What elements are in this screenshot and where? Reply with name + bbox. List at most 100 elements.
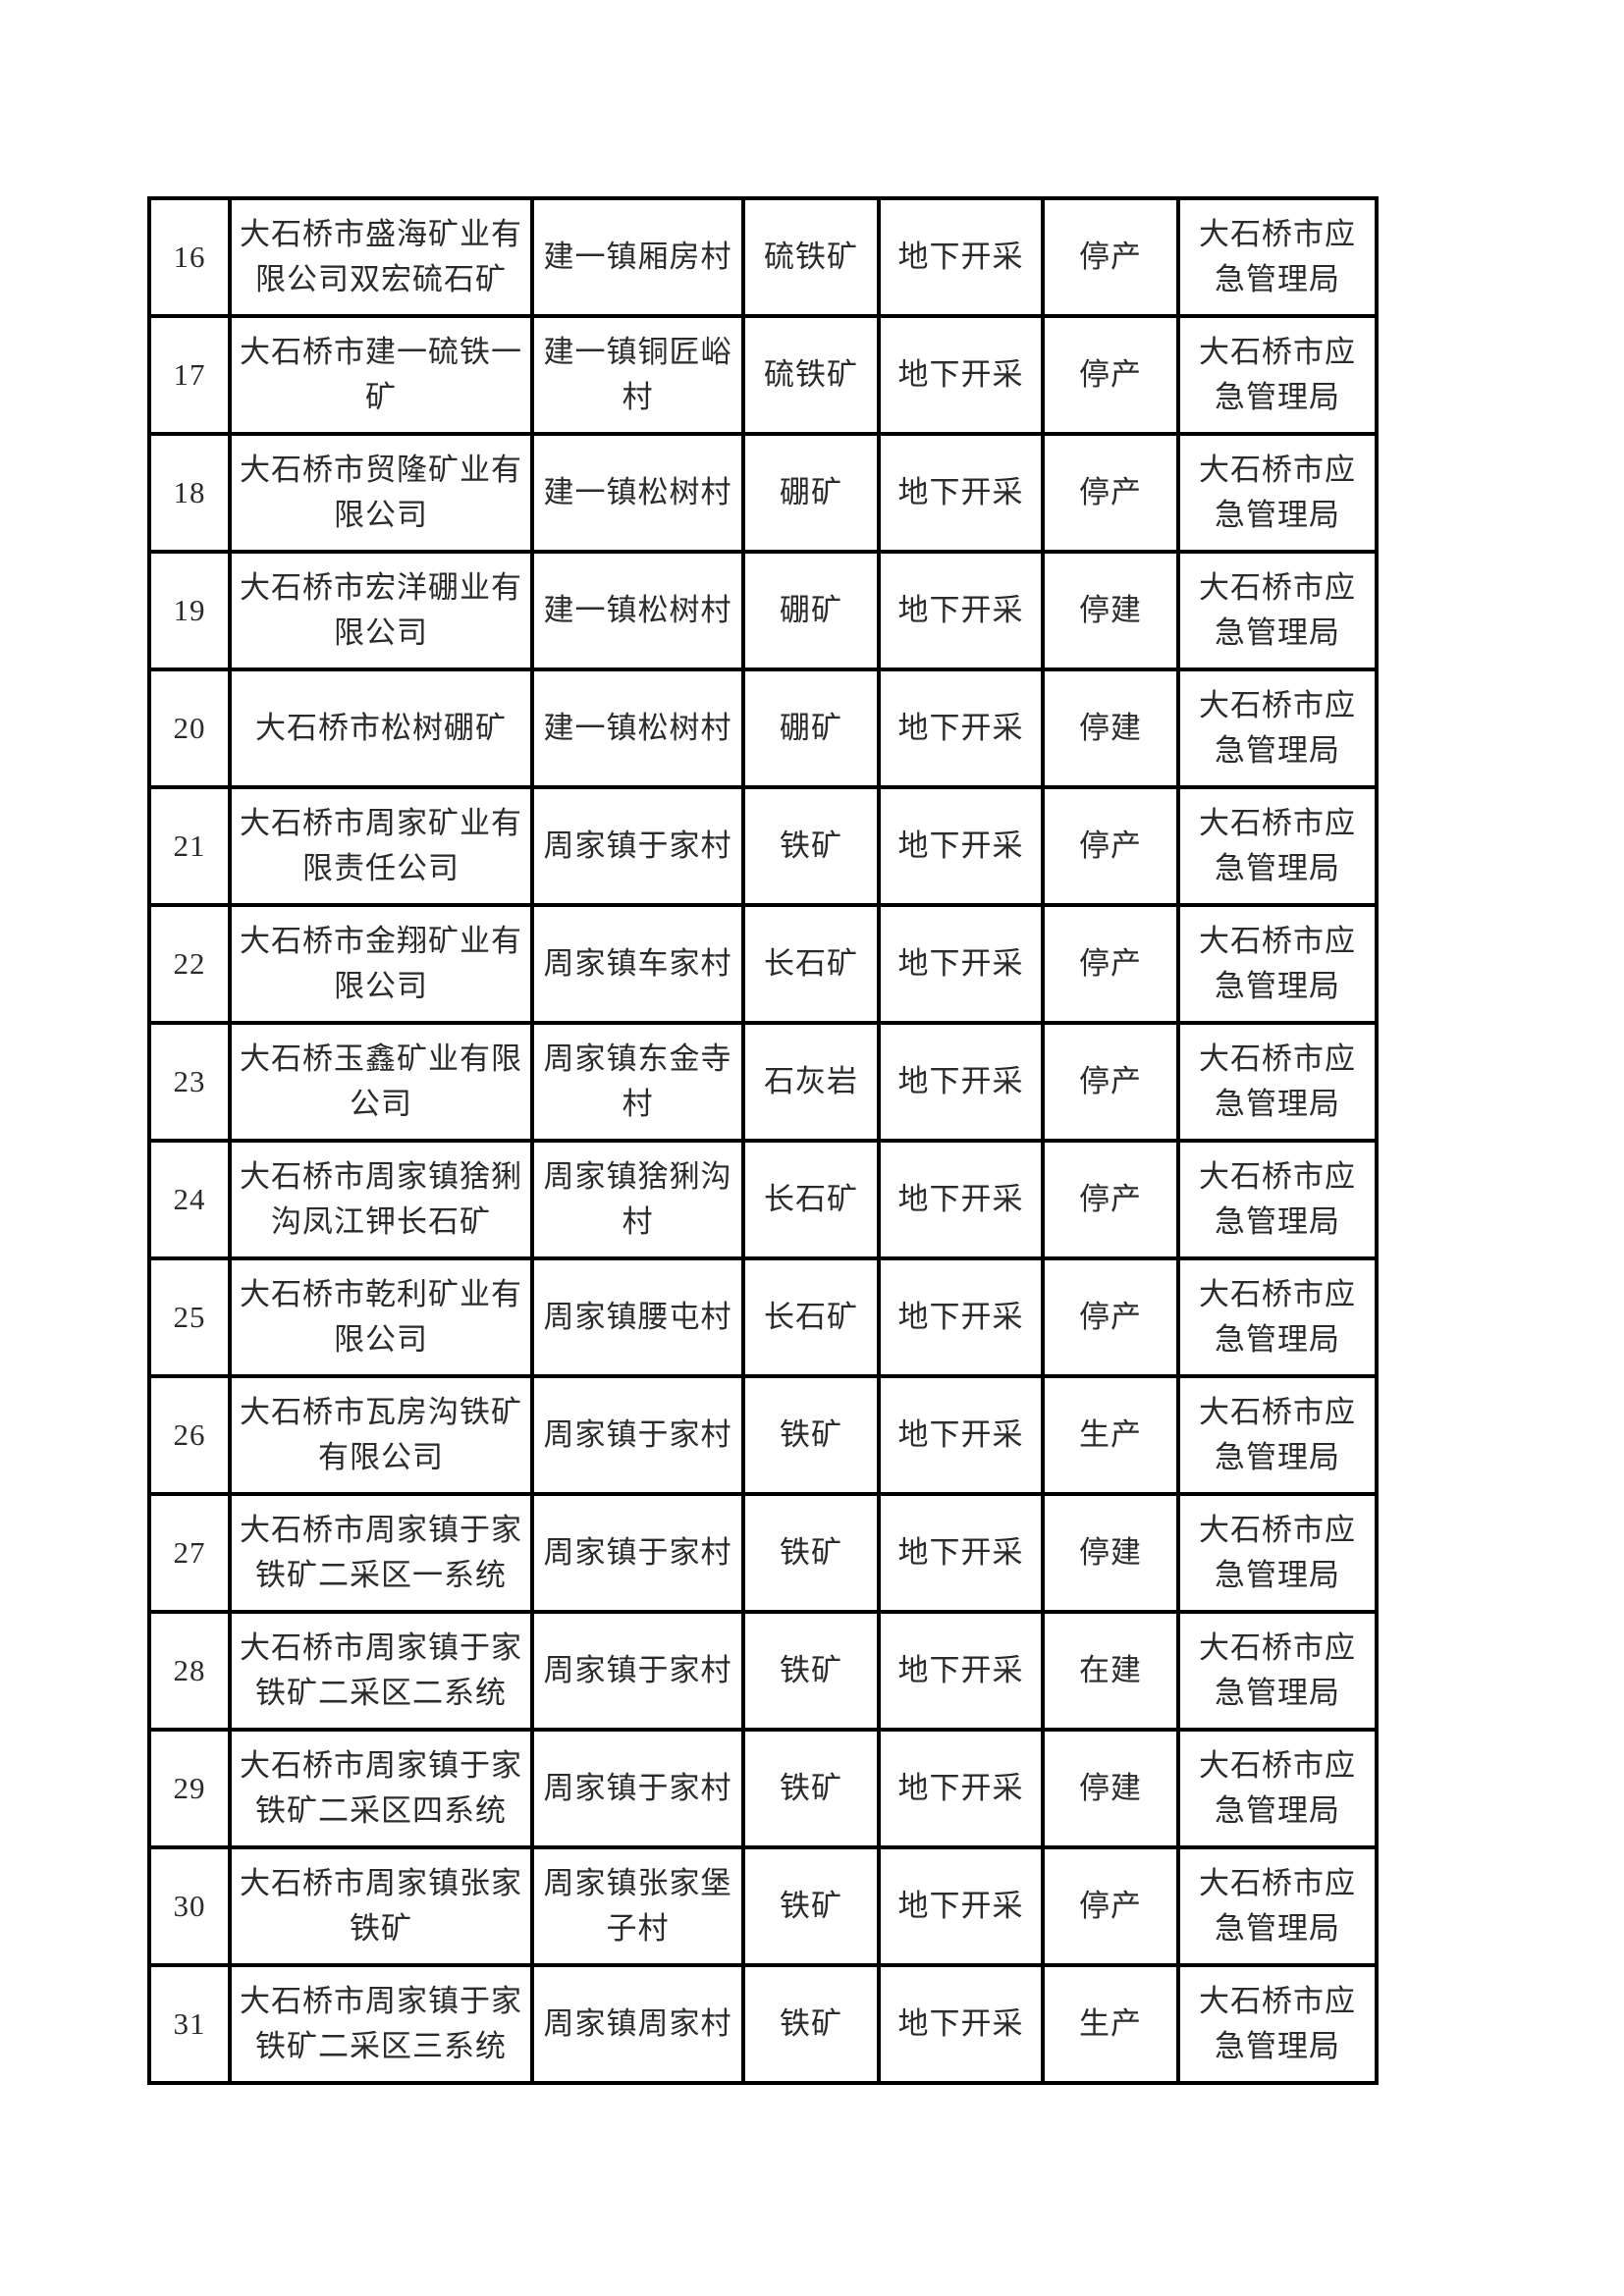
table-row: 30 大石桥市周家镇张家 铁矿 周家镇张家堡 子村 铁矿 地下开采 停产 大石桥市应 急管理… [147, 1845, 1379, 1967]
status-cell: 停产 [1041, 903, 1180, 1025]
method-cell: 地下开采 [877, 196, 1045, 318]
mineral-cell: 长石矿 [741, 1139, 881, 1260]
mineral-cell: 硼矿 [741, 667, 881, 789]
index-cell: 25 [147, 1256, 232, 1378]
mineral-cell: 长石矿 [741, 1256, 881, 1378]
company-cell: 大石桥市盛海矿业有 限公司双宏硫石矿 [228, 196, 534, 318]
method-cell: 地下开采 [877, 1845, 1045, 1967]
status-cell: 停产 [1041, 1139, 1180, 1260]
table-row: 27 大石桥市周家镇于家 铁矿二采区一系统 周家镇于家村 铁矿 地下开采 停建 大石桥市应 … [147, 1492, 1379, 1614]
company-cell: 大石桥市周家镇于家 铁矿二采区一系统 [228, 1492, 534, 1614]
agency-cell: 大石桥市应 急管理局 [1176, 1256, 1379, 1378]
method-cell: 地下开采 [877, 1610, 1045, 1732]
table-row: 17 大石桥市建一硫铁一 矿建一镇铜匠峪 村硫铁矿 地下开采 停产 大石桥市应 急管理局 [147, 314, 1379, 436]
company-cell: 大石桥市周家镇张家 铁矿 [228, 1845, 534, 1967]
table-row: 26 大石桥市瓦房沟铁矿 有限公司 周家镇于家村 铁矿 地下开采 生产 大石桥市应 急管理局 [147, 1374, 1379, 1496]
status-cell: 停产 [1041, 432, 1180, 554]
index-cell: 18 [147, 432, 232, 554]
mineral-cell: 铁矿 [741, 1610, 881, 1732]
village-cell: 周家镇周家村 [530, 1963, 745, 2085]
mineral-cell: 硼矿 [741, 432, 881, 554]
status-cell: 停产 [1041, 1845, 1180, 1967]
index-cell: 24 [147, 1139, 232, 1260]
index-cell: 26 [147, 1374, 232, 1496]
company-cell: 大石桥市乾利矿业有 限公司 [228, 1256, 534, 1378]
index-cell: 28 [147, 1610, 232, 1732]
mineral-cell: 铁矿 [741, 1728, 881, 1849]
company-cell: 大石桥市金翔矿业有 限公司 [228, 903, 534, 1025]
status-cell: 停建 [1041, 550, 1180, 671]
method-cell: 地下开采 [877, 1374, 1045, 1496]
table-row: 24 大石桥市周家镇猞猁 沟凤江钾长石矿 周家镇猞猁沟 村长石矿 地下开采 停产 大石桥市… [147, 1139, 1379, 1260]
status-cell: 停产 [1041, 785, 1180, 907]
village-cell: 周家镇于家村 [530, 1374, 745, 1496]
agency-cell: 大石桥市应 急管理局 [1176, 196, 1379, 318]
index-cell: 23 [147, 1021, 232, 1143]
method-cell: 地下开采 [877, 314, 1045, 436]
village-cell: 周家镇张家堡 子村 [530, 1845, 745, 1967]
table-row: 22 大石桥市金翔矿业有 限公司 周家镇车家村 长石矿 地下开采 停产 大石桥市应 急管理局 [147, 903, 1379, 1025]
status-cell: 停产 [1041, 314, 1180, 436]
status-cell: 生产 [1041, 1963, 1180, 2085]
agency-cell: 大石桥市应 急管理局 [1176, 1845, 1379, 1967]
table-row: 31 大石桥市周家镇于家 铁矿二采区三系统 周家镇周家村 铁矿 地下开采 生产 大石桥市应 … [147, 1963, 1379, 2085]
mine-list-table: 16 大石桥市盛海矿业有 限公司双宏硫石矿 建一镇厢房村 硫铁矿 地下开采 停产 大石桥市应… [147, 196, 1379, 2085]
method-cell: 地下开采 [877, 432, 1045, 554]
index-cell: 30 [147, 1845, 232, 1967]
company-cell: 大石桥市周家矿业有 限责任公司 [228, 785, 534, 907]
village-cell: 周家镇猞猁沟 村 [530, 1139, 745, 1260]
village-cell: 周家镇东金寺 村 [530, 1021, 745, 1143]
mineral-cell: 硫铁矿 [741, 314, 881, 436]
village-cell: 建一镇松树村 [530, 550, 745, 671]
agency-cell: 大石桥市应 急管理局 [1176, 550, 1379, 671]
table-row: 21 大石桥市周家矿业有 限责任公司 周家镇于家村 铁矿 地下开采 停产 大石桥市应 急管理… [147, 785, 1379, 907]
agency-cell: 大石桥市应 急管理局 [1176, 1610, 1379, 1732]
method-cell: 地下开采 [877, 903, 1045, 1025]
mineral-cell: 长石矿 [741, 903, 881, 1025]
company-cell: 大石桥市周家镇于家 铁矿二采区二系统 [228, 1610, 534, 1732]
index-cell: 31 [147, 1963, 232, 2085]
village-cell: 周家镇于家村 [530, 785, 745, 907]
village-cell: 周家镇于家村 [530, 1728, 745, 1849]
mineral-cell: 硼矿 [741, 550, 881, 671]
agency-cell: 大石桥市应 急管理局 [1176, 903, 1379, 1025]
table-row: 25 大石桥市乾利矿业有 限公司 周家镇腰屯村 长石矿 地下开采 停产 大石桥市应 急管理局 [147, 1256, 1379, 1378]
village-cell: 周家镇于家村 [530, 1492, 745, 1614]
index-cell: 16 [147, 196, 232, 318]
mineral-cell: 石灰岩 [741, 1021, 881, 1143]
agency-cell: 大石桥市应 急管理局 [1176, 785, 1379, 907]
agency-cell: 大石桥市应 急管理局 [1176, 667, 1379, 789]
company-cell: 大石桥市贸隆矿业有 限公司 [228, 432, 534, 554]
method-cell: 地下开采 [877, 785, 1045, 907]
method-cell: 地下开采 [877, 1139, 1045, 1260]
mineral-cell: 铁矿 [741, 1374, 881, 1496]
index-cell: 29 [147, 1728, 232, 1849]
agency-cell: 大石桥市应 急管理局 [1176, 1021, 1379, 1143]
status-cell: 停产 [1041, 196, 1180, 318]
village-cell: 周家镇车家村 [530, 903, 745, 1025]
company-cell: 大石桥市周家镇于家 铁矿二采区四系统 [228, 1728, 534, 1849]
index-cell: 20 [147, 667, 232, 789]
index-cell: 17 [147, 314, 232, 436]
agency-cell: 大石桥市应 急管理局 [1176, 1374, 1379, 1496]
status-cell: 在建 [1041, 1610, 1180, 1732]
status-cell: 停产 [1041, 1256, 1180, 1378]
table-row: 19 大石桥市宏洋硼业有 限公司 建一镇松树村 硼矿 地下开采 停建 大石桥市应 急管理局 [147, 550, 1379, 671]
index-cell: 21 [147, 785, 232, 907]
table-row: 28 大石桥市周家镇于家 铁矿二采区二系统 周家镇于家村 铁矿 地下开采 在建 大石桥市应 … [147, 1610, 1379, 1732]
status-cell: 停建 [1041, 667, 1180, 789]
mineral-cell: 铁矿 [741, 785, 881, 907]
method-cell: 地下开采 [877, 1492, 1045, 1614]
table-row: 18 大石桥市贸隆矿业有 限公司 建一镇松树村 硼矿 地下开采 停产 大石桥市应 急管理局 [147, 432, 1379, 554]
village-cell: 建一镇铜匠峪 村 [530, 314, 745, 436]
status-cell: 停建 [1041, 1728, 1180, 1849]
mineral-cell: 铁矿 [741, 1845, 881, 1967]
agency-cell: 大石桥市应 急管理局 [1176, 1963, 1379, 2085]
agency-cell: 大石桥市应 急管理局 [1176, 1728, 1379, 1849]
company-cell: 大石桥市宏洋硼业有 限公司 [228, 550, 534, 671]
mine-table-body: 16 大石桥市盛海矿业有 限公司双宏硫石矿 建一镇厢房村 硫铁矿 地下开采 停产 大石桥市应… [147, 196, 1379, 2085]
company-cell: 大石桥市松树硼矿 [228, 667, 534, 789]
village-cell: 周家镇腰屯村 [530, 1256, 745, 1378]
agency-cell: 大石桥市应 急管理局 [1176, 432, 1379, 554]
company-cell: 大石桥市周家镇于家 铁矿二采区三系统 [228, 1963, 534, 2085]
